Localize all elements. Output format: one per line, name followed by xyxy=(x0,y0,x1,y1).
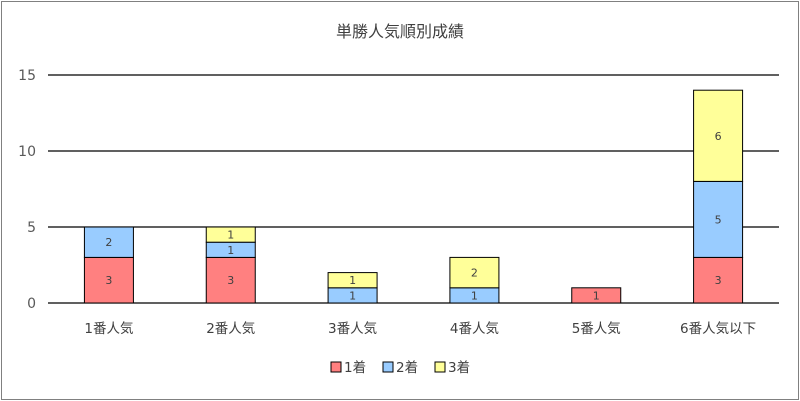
data-label: 1 xyxy=(227,229,234,242)
data-label: 3 xyxy=(715,274,722,287)
y-tick-label: 15 xyxy=(18,68,36,84)
bars xyxy=(83,89,744,304)
bar-segment xyxy=(571,287,622,304)
data-label: 1 xyxy=(471,289,478,302)
bar-segment xyxy=(205,256,256,304)
y-axis-ticks: 0 5 10 15 xyxy=(18,68,36,312)
x-axis-ticks: 1番人気 2番人気 3番人気 4番人気 5番人気 6番人気以下 xyxy=(84,321,756,337)
x-tick-label: 1番人気 xyxy=(84,321,133,337)
legend-label: 2着 xyxy=(396,359,418,376)
chart-title: 単勝人気順別成績 xyxy=(336,22,464,41)
legend: 1着 2着 3着 xyxy=(330,359,470,376)
bar-segment xyxy=(449,256,500,289)
bar-segment xyxy=(327,272,378,289)
legend-label: 1着 xyxy=(344,359,366,376)
x-tick-label: 5番人気 xyxy=(572,321,621,337)
x-tick-label: 3番人気 xyxy=(328,321,377,337)
bar-segment xyxy=(83,226,134,258)
data-label: 3 xyxy=(227,274,234,287)
data-label: 3 xyxy=(105,274,112,287)
y-tick-label: 0 xyxy=(27,296,36,312)
legend-label: 3着 xyxy=(448,359,470,376)
data-labels: 3 2 3 1 1 1 1 1 2 1 3 5 6 xyxy=(105,130,721,303)
bar-segment xyxy=(693,256,744,304)
data-label: 1 xyxy=(349,289,356,302)
data-label: 1 xyxy=(349,274,356,287)
x-tick-label: 2番人気 xyxy=(206,321,255,337)
legend-swatch xyxy=(330,361,342,373)
y-tick-label: 10 xyxy=(18,144,36,160)
bar-segment xyxy=(693,180,744,258)
gridlines xyxy=(48,74,779,304)
x-tick-label: 4番人気 xyxy=(450,321,499,337)
bar-segment xyxy=(693,89,744,182)
data-label: 2 xyxy=(471,267,478,280)
data-label: 6 xyxy=(715,130,722,143)
data-label: 2 xyxy=(105,236,112,249)
legend-swatch xyxy=(382,361,394,373)
data-label: 1 xyxy=(593,289,600,302)
data-label: 5 xyxy=(715,213,722,226)
x-tick-label: 6番人気以下 xyxy=(680,321,756,337)
legend-swatch xyxy=(434,361,446,373)
bar-segment xyxy=(83,256,134,304)
bar-segment xyxy=(205,226,256,243)
data-label: 1 xyxy=(227,244,234,257)
y-tick-label: 5 xyxy=(27,220,36,236)
